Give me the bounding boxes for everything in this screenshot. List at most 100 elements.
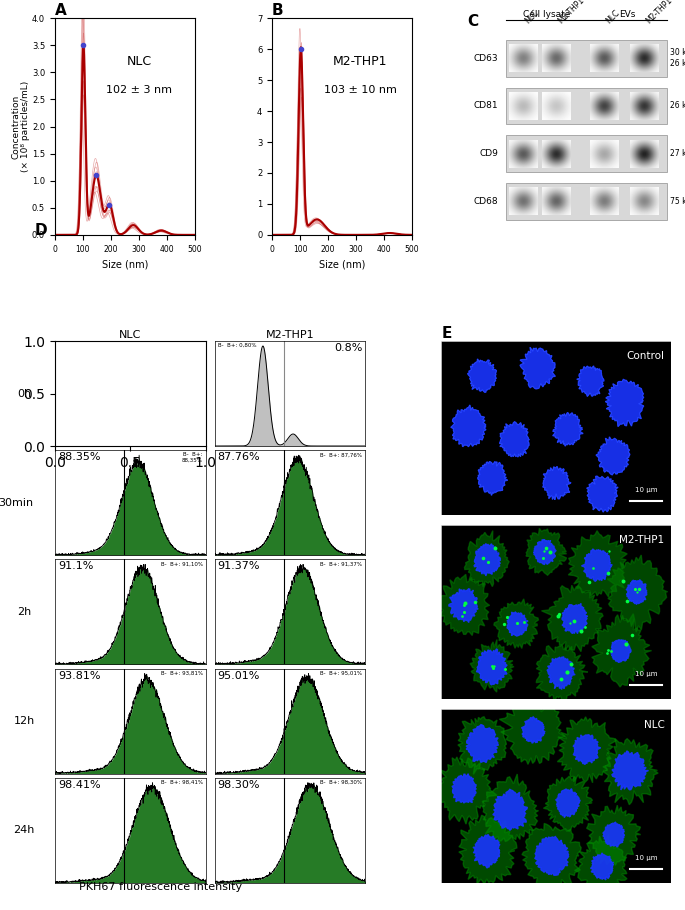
Text: 30 kDa
26 kDa: 30 kDa 26 kDa [671, 48, 685, 68]
Text: B-  B+: 87,76%: B- B+: 87,76% [321, 452, 362, 458]
Y-axis label: 0h: 0h [17, 389, 32, 399]
Polygon shape [556, 789, 580, 817]
Bar [506, 183, 667, 219]
Text: CD9: CD9 [479, 149, 498, 158]
Polygon shape [577, 366, 604, 397]
Text: B-  B+: 98,30%: B- B+: 98,30% [321, 780, 362, 784]
Polygon shape [596, 437, 630, 475]
Polygon shape [474, 543, 501, 576]
Polygon shape [522, 824, 581, 894]
Polygon shape [477, 649, 507, 684]
Polygon shape [587, 476, 618, 512]
Text: 91.1%: 91.1% [58, 561, 93, 571]
Polygon shape [603, 738, 658, 804]
Text: B-  B+: 91,37%: B- B+: 91,37% [321, 561, 362, 567]
Text: CD63: CD63 [473, 54, 498, 63]
Text: M2-THP1: M2-THP1 [644, 0, 674, 25]
Polygon shape [494, 599, 538, 649]
Text: 10 μm: 10 μm [635, 487, 657, 493]
Polygon shape [569, 531, 627, 597]
Polygon shape [499, 422, 530, 457]
Text: NLC: NLC [126, 55, 151, 68]
Y-axis label: 2h: 2h [17, 607, 32, 617]
Polygon shape [466, 724, 499, 763]
Text: B-  B+: 0,80%: B- B+: 0,80% [218, 343, 256, 349]
Text: Cell lysate: Cell lysate [523, 10, 570, 19]
Text: A: A [55, 4, 66, 18]
Text: NLC: NLC [604, 8, 621, 25]
Polygon shape [543, 776, 593, 832]
Polygon shape [592, 613, 651, 687]
Text: 98.41%: 98.41% [58, 780, 101, 790]
Polygon shape [499, 696, 565, 764]
Polygon shape [520, 348, 556, 389]
Y-axis label: 12h: 12h [14, 716, 35, 726]
Polygon shape [482, 774, 538, 842]
Title: M2-THP1: M2-THP1 [266, 330, 314, 340]
Text: 88.35%: 88.35% [58, 452, 100, 462]
Text: 27 kDa: 27 kDa [671, 149, 685, 158]
Polygon shape [473, 834, 500, 868]
Text: B: B [272, 4, 284, 18]
Polygon shape [458, 717, 506, 774]
Polygon shape [437, 574, 490, 635]
Polygon shape [535, 836, 569, 875]
Polygon shape [452, 774, 476, 804]
Polygon shape [493, 789, 527, 830]
Polygon shape [626, 580, 647, 604]
Text: B-  B+: 0,80%: B- B+: 0,80% [58, 343, 97, 349]
Text: CD81: CD81 [473, 101, 498, 110]
Y-axis label: Concentration
(× 10⁸ particles/mL): Concentration (× 10⁸ particles/mL) [11, 81, 30, 172]
Polygon shape [586, 805, 640, 865]
Polygon shape [534, 540, 556, 565]
Polygon shape [464, 531, 509, 587]
Polygon shape [553, 412, 583, 446]
Text: B-  B+: 93,81%: B- B+: 93,81% [160, 671, 203, 675]
Text: 95.01%: 95.01% [218, 671, 260, 681]
Bar [506, 87, 667, 125]
Text: 26 kDa: 26 kDa [671, 101, 685, 110]
Polygon shape [526, 529, 566, 575]
Polygon shape [611, 640, 631, 662]
Polygon shape [603, 823, 625, 847]
Polygon shape [451, 405, 486, 447]
Polygon shape [582, 549, 612, 581]
Polygon shape [543, 467, 571, 500]
Text: 0.8%: 0.8% [334, 343, 362, 353]
Polygon shape [558, 717, 616, 783]
Text: D: D [34, 223, 47, 238]
Polygon shape [449, 589, 478, 622]
Polygon shape [470, 640, 514, 693]
Text: 103 ± 10 nm: 103 ± 10 nm [324, 85, 397, 95]
Polygon shape [612, 751, 649, 790]
Text: PKH67 fluorescence intensity: PKH67 fluorescence intensity [79, 882, 242, 892]
Polygon shape [477, 461, 508, 495]
X-axis label: Size (nm): Size (nm) [101, 259, 148, 269]
Text: M2-THP1: M2-THP1 [619, 535, 664, 545]
Text: B-  B+: 98,41%: B- B+: 98,41% [160, 780, 203, 784]
Polygon shape [573, 734, 601, 764]
Text: Control: Control [626, 351, 664, 361]
Y-axis label: 24h: 24h [14, 825, 35, 835]
Text: 91.37%: 91.37% [218, 561, 260, 571]
Polygon shape [507, 612, 528, 636]
Polygon shape [562, 603, 588, 633]
Text: 102 ± 3 nm: 102 ± 3 nm [106, 85, 172, 95]
Text: C: C [467, 14, 478, 29]
Text: 10 μm: 10 μm [635, 855, 657, 862]
Bar [506, 136, 667, 172]
Polygon shape [575, 834, 627, 896]
Title: NLC: NLC [119, 330, 141, 340]
Polygon shape [590, 853, 614, 880]
Polygon shape [547, 657, 575, 690]
Text: NLC: NLC [523, 8, 540, 25]
Y-axis label: 30min: 30min [0, 498, 34, 508]
Text: 10 μm: 10 μm [635, 672, 657, 677]
Text: B-  B+: 91,10%: B- B+: 91,10% [160, 561, 203, 567]
Polygon shape [468, 359, 497, 392]
Text: 0.8%: 0.8% [174, 343, 203, 353]
X-axis label: Size (nm): Size (nm) [319, 259, 365, 269]
Text: NLC: NLC [643, 720, 664, 730]
Polygon shape [536, 645, 588, 702]
Polygon shape [606, 379, 644, 427]
